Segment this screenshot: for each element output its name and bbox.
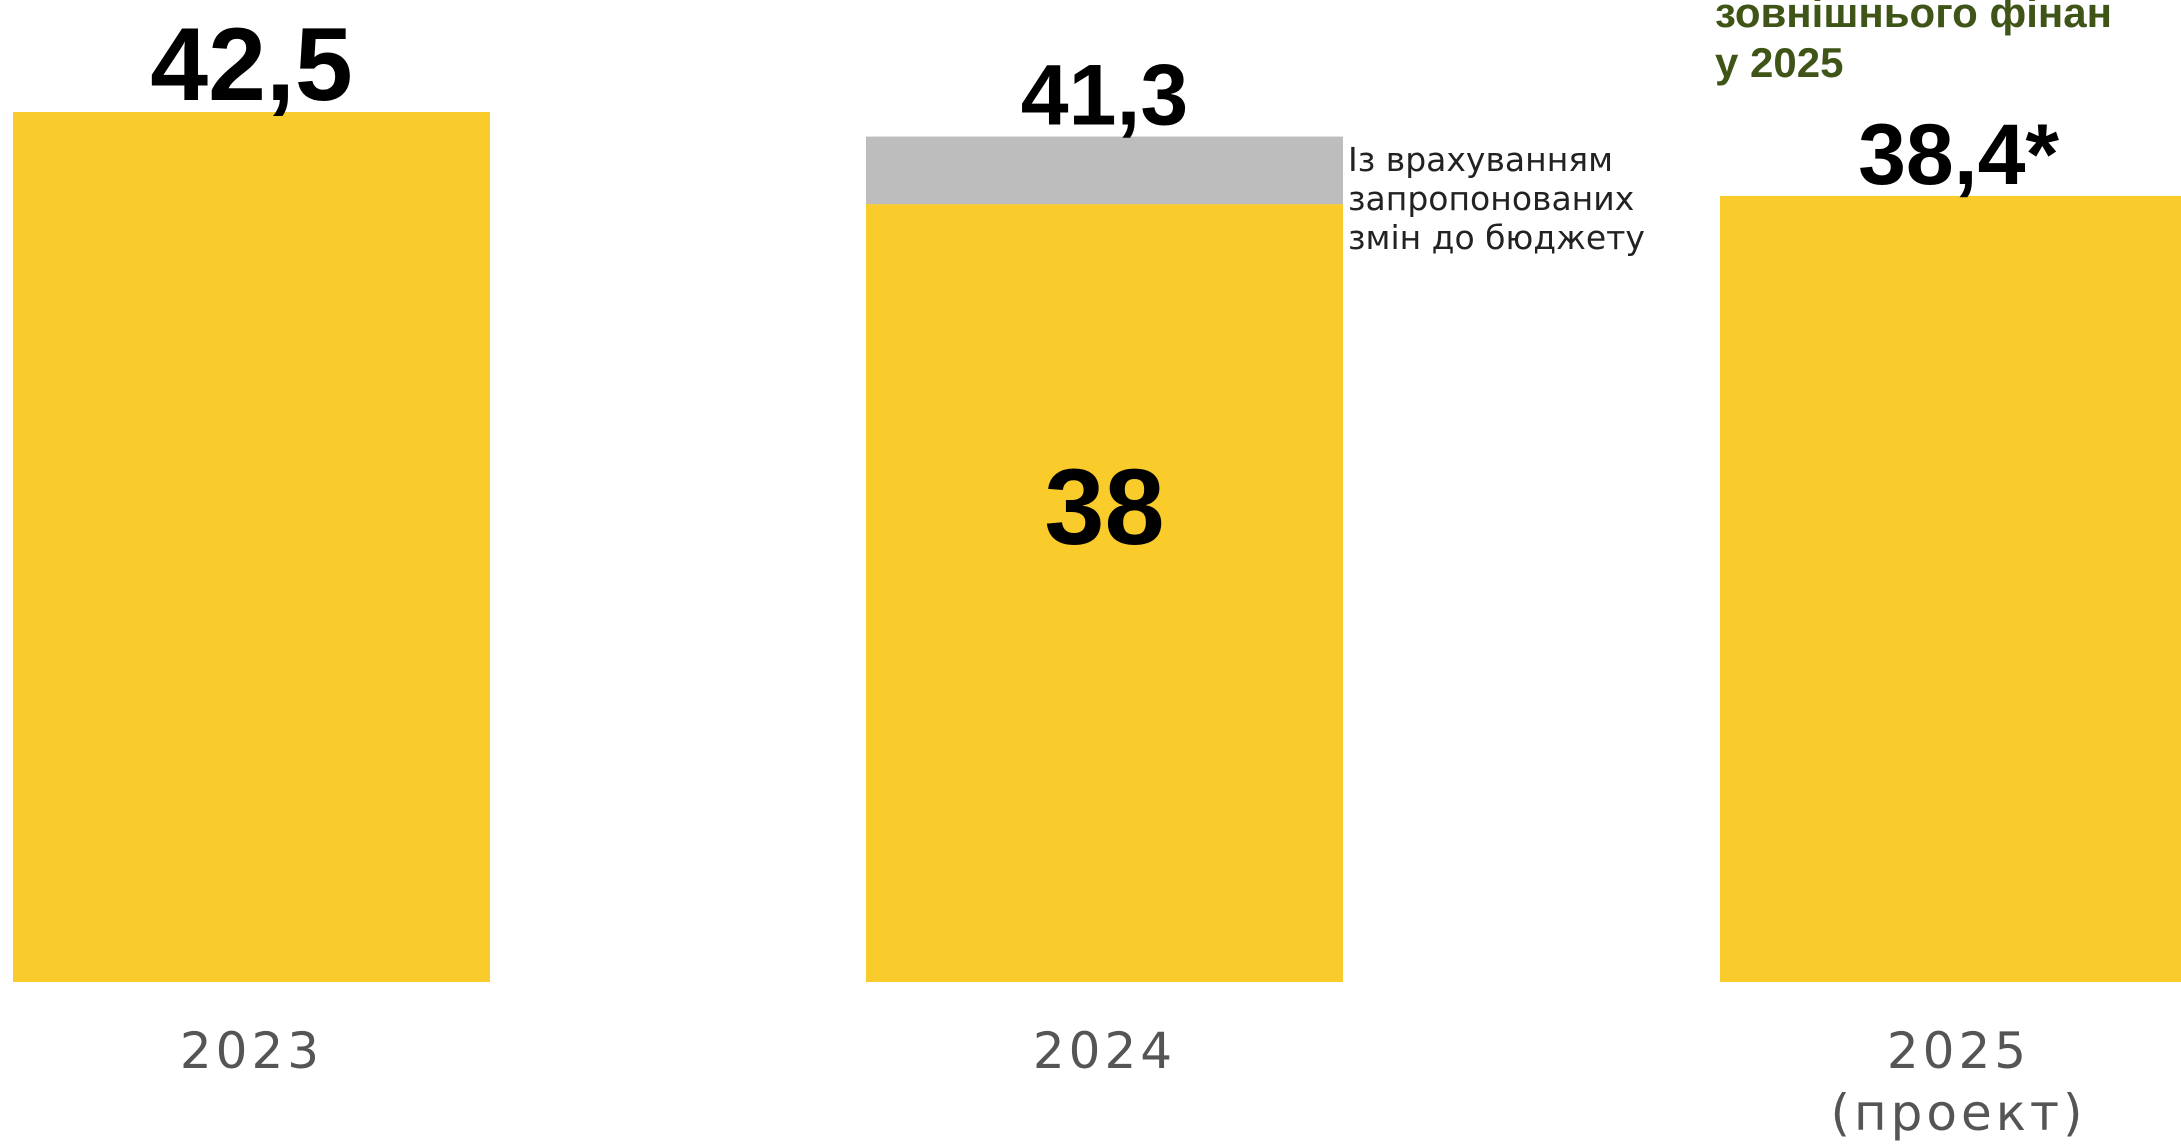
x-tick-labels-layer: 2023 2024 2025(проект) <box>180 1022 2086 1142</box>
annotation-line-2: запропонованих <box>1348 179 1634 218</box>
value-labels-layer: 42,5 41,3 38 38,4* <box>150 7 2059 567</box>
x-tick-label-2024: 2024 <box>1033 1022 1176 1080</box>
bar-2024 <box>866 204 1343 982</box>
x-tick-label-2025-1: (проект) <box>1830 1084 2086 1142</box>
value-label-2024: 41,3 <box>1021 48 1188 144</box>
bar-addition-2024 <box>866 136 1343 205</box>
x-tick-label-2025: 2025 <box>1887 1022 2030 1080</box>
value-label-2023: 42,5 <box>150 7 352 123</box>
bars-layer <box>13 112 2181 982</box>
headline-line-1: зовнішнього фінан <box>1715 0 2112 36</box>
bar-2023 <box>13 112 490 982</box>
annotation-line-1: Із врахуванням <box>1348 140 1613 179</box>
value-label-2025: 38,4* <box>1858 107 2059 203</box>
headline-line-2: у 2025 <box>1715 39 1843 86</box>
x-tick-label-2023: 2023 <box>180 1022 323 1080</box>
annotation-line-3: змін до бюджету <box>1348 218 1645 257</box>
bar-2025 <box>1720 195 2181 982</box>
inside-value-label-2024: 38 <box>1044 446 1164 567</box>
